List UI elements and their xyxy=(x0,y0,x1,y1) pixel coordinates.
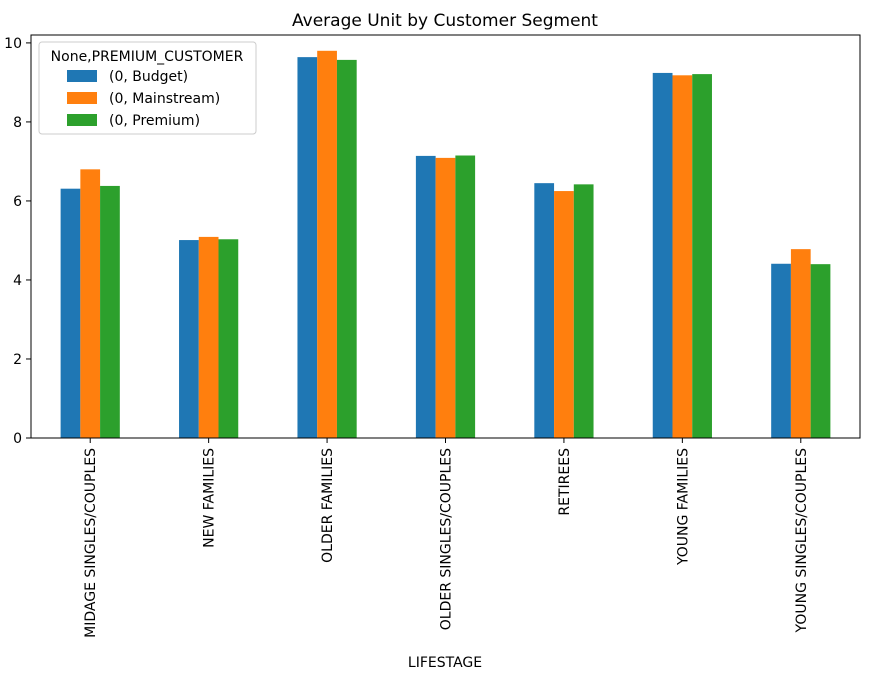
bar-2-7 xyxy=(790,249,811,438)
bar-1-5 xyxy=(534,183,555,438)
bar-3-7 xyxy=(810,264,831,438)
legend-label-3: (0, Premium) xyxy=(109,113,200,129)
y-axis: 0 2 4 6 8 10 xyxy=(4,36,31,447)
bar-2-3 xyxy=(317,50,337,439)
x-tick-label: OLDER SINGLES/COUPLES xyxy=(439,448,455,630)
x-axis-label: LIFESTAGE xyxy=(408,655,482,671)
legend: None,PREMIUM_CUSTOMER (0, Budget) (0, Main… xyxy=(38,41,257,135)
bar-3-1 xyxy=(100,185,120,438)
bar-1-3 xyxy=(297,57,318,438)
chart-title: Average Unit by Customer Segment xyxy=(292,11,598,31)
bar-1-6 xyxy=(652,72,673,439)
x-tick-label: RETIREES xyxy=(557,448,573,516)
x-tick-label: OLDER FAMILIES xyxy=(320,448,336,563)
y-tick-label: 0 xyxy=(13,431,22,447)
y-tick-label: 6 xyxy=(13,194,22,210)
bar-2-5 xyxy=(554,191,574,438)
bar-3-4 xyxy=(455,155,476,438)
x-axis: MIDAGE SINGLES/COUPLES NEW FAMILIES OLDER … xyxy=(83,438,810,638)
bar-3-2 xyxy=(218,239,239,438)
bar-2-2 xyxy=(198,236,219,438)
legend-swatch-1 xyxy=(67,70,97,82)
bar-3-6 xyxy=(692,74,712,439)
x-tick-label: NEW FAMILIES xyxy=(202,448,218,548)
bar-3-5 xyxy=(573,184,594,438)
bar-1-2 xyxy=(179,240,199,438)
bar-1-4 xyxy=(415,155,436,438)
bar-1-1 xyxy=(60,188,81,438)
legend-label-1: (0, Budget) xyxy=(109,69,188,85)
y-tick-label: 8 xyxy=(13,115,22,131)
bar-3-3 xyxy=(336,59,357,438)
legend-label-2: (0, Mainstream) xyxy=(109,91,220,107)
x-tick-label: YOUNG FAMILIES xyxy=(675,448,691,566)
y-tick-label: 4 xyxy=(13,273,22,289)
y-tick-label: 10 xyxy=(4,36,22,52)
bar-2-6 xyxy=(672,75,693,439)
bar-1-7 xyxy=(771,263,791,438)
bar-2-1 xyxy=(80,169,101,438)
legend-box xyxy=(38,41,257,135)
legend-swatch-3 xyxy=(67,114,97,126)
legend-title: None,PREMIUM_CUSTOMER xyxy=(51,49,244,65)
bars-layer xyxy=(60,50,831,439)
x-tick-label: MIDAGE SINGLES/COUPLES xyxy=(83,448,99,638)
y-tick-label: 2 xyxy=(13,352,22,368)
plot-frame xyxy=(30,34,861,439)
legend-swatch-2 xyxy=(67,92,97,104)
bar-2-4 xyxy=(435,157,456,438)
x-tick-label: YOUNG SINGLES/COUPLES xyxy=(794,448,810,634)
